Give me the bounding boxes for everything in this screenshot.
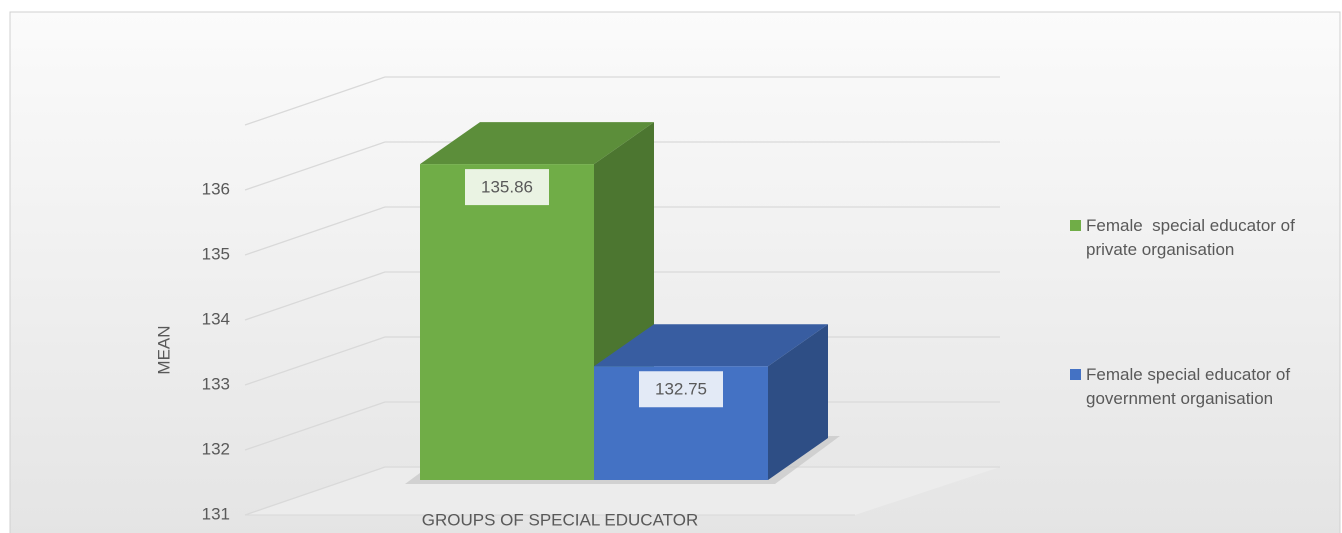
grid-line bbox=[244, 141, 1000, 191]
bar bbox=[420, 164, 594, 480]
bar-top bbox=[420, 122, 654, 165]
legend-swatch bbox=[1070, 220, 1081, 231]
y-tick-label: 136 bbox=[202, 179, 230, 198]
bar-top bbox=[594, 324, 828, 367]
grid-line bbox=[244, 76, 1000, 126]
data-label-box bbox=[639, 371, 723, 408]
y-axis-title: MEAN bbox=[154, 325, 173, 374]
y-tick-label: 132 bbox=[202, 439, 230, 458]
data-label: 132.75 bbox=[655, 380, 707, 399]
y-tick-label: 133 bbox=[202, 374, 230, 393]
x-tick-label: GROUPS OF SPECIAL EDUCATOR bbox=[422, 510, 698, 529]
grid-line bbox=[244, 271, 1000, 321]
data-label-box bbox=[465, 169, 549, 206]
y-tick-label: 134 bbox=[202, 309, 230, 328]
grid-line bbox=[244, 206, 1000, 256]
data-label: 135.86 bbox=[481, 178, 533, 197]
bar-side bbox=[768, 324, 828, 480]
y-tick-label: 131 bbox=[202, 504, 230, 523]
legend-swatch bbox=[1070, 369, 1081, 380]
legend-label: Female special educator of private organ… bbox=[1086, 216, 1310, 259]
y-tick-label: 135 bbox=[202, 244, 230, 263]
legend-label: Female special educator of government or… bbox=[1086, 365, 1295, 408]
